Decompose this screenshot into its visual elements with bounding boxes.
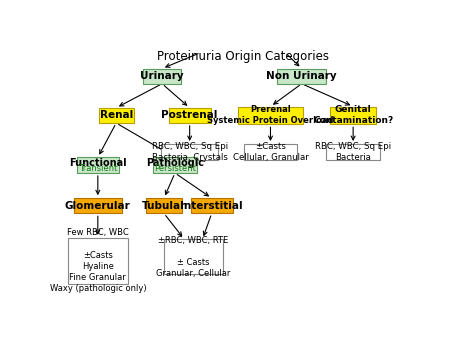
Text: RBC, WBC, Sq Epi
Bacteria: RBC, WBC, Sq Epi Bacteria [315,142,391,162]
Text: Glomerular: Glomerular [65,201,131,211]
Text: Postrenal: Postrenal [162,110,218,120]
FancyBboxPatch shape [244,144,297,160]
FancyBboxPatch shape [67,238,128,284]
Text: Pathologic: Pathologic [146,157,204,168]
Text: Genital
Contamination?: Genital Contamination? [313,105,393,125]
FancyBboxPatch shape [153,157,197,173]
FancyBboxPatch shape [238,106,302,124]
FancyBboxPatch shape [99,108,134,123]
Text: Tubular: Tubular [142,201,186,211]
Text: Non Urinary: Non Urinary [266,71,337,81]
Text: Proteinuria Origin Categories: Proteinuria Origin Categories [157,50,329,63]
FancyBboxPatch shape [143,69,182,84]
Text: Few RBC, WBC

±Casts
Hyaline
Fine Granular
Waxy (pathologic only): Few RBC, WBC ±Casts Hyaline Fine Granula… [49,228,146,293]
Text: Urinary: Urinary [140,71,184,81]
FancyBboxPatch shape [77,157,119,173]
Text: ±Casts
Cellular, Granular: ±Casts Cellular, Granular [233,142,309,162]
FancyBboxPatch shape [277,69,327,84]
FancyBboxPatch shape [327,144,380,160]
FancyBboxPatch shape [146,198,182,213]
Text: Renal: Renal [100,110,133,120]
Text: ±RBC, WBC, RTE

± Casts
Granular, Cellular: ±RBC, WBC, RTE ± Casts Granular, Cellula… [156,236,230,278]
FancyBboxPatch shape [164,239,223,274]
FancyBboxPatch shape [161,144,218,160]
Text: Prerenal
Systemic Protein Overload: Prerenal Systemic Protein Overload [207,105,334,125]
Text: Interstitial: Interstitial [181,201,243,211]
FancyBboxPatch shape [74,198,122,213]
Text: Transient: Transient [79,164,117,173]
Text: Functional: Functional [69,157,127,168]
FancyBboxPatch shape [330,106,376,124]
FancyBboxPatch shape [169,108,211,123]
FancyBboxPatch shape [191,198,233,213]
Text: RBC, WBC, Sq Epi
Bacteria, Crystals: RBC, WBC, Sq Epi Bacteria, Crystals [152,142,228,162]
Text: Persistent: Persistent [154,164,196,173]
